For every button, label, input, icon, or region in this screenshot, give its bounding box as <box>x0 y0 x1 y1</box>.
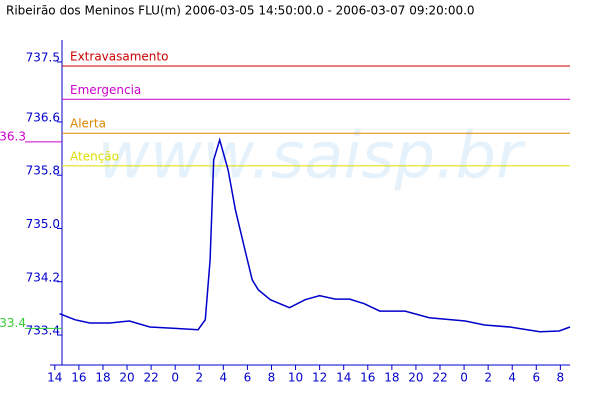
x-tick-label: 16 <box>360 371 375 385</box>
x-tick-label: 0 <box>171 371 179 385</box>
data-line <box>59 137 571 333</box>
x-tick-label: 20 <box>408 371 423 385</box>
threshold-label: Atenção <box>70 149 119 163</box>
x-tick-label: 6 <box>244 371 252 385</box>
x-tick-label: 14 <box>47 371 62 385</box>
chart-title: Ribeirão dos Meninos FLU(m) 2006-03-05 1… <box>6 4 475 18</box>
x-tick-label: 20 <box>119 371 134 385</box>
marker-label: 36.3 <box>0 129 26 143</box>
x-tick-label: 22 <box>432 371 447 385</box>
threshold-label: Extravasamento <box>70 49 168 63</box>
x-tick-label: 14 <box>336 371 351 385</box>
x-tick-label: 18 <box>384 371 399 385</box>
x-tick-label: 16 <box>71 371 86 385</box>
x-tick-label: 12 <box>312 371 327 385</box>
threshold-label: Emergencia <box>70 83 141 97</box>
x-tick-label: 0 <box>460 371 468 385</box>
x-tick-label: 6 <box>532 371 540 385</box>
x-tick-label: 22 <box>143 371 158 385</box>
y-tick-label: 737.5 <box>26 50 60 64</box>
marker-label: 33.4 <box>0 316 26 330</box>
x-tick-label: 8 <box>268 371 276 385</box>
y-tick-label: 735.8 <box>26 164 60 178</box>
x-tick-label: 4 <box>220 371 228 385</box>
y-tick-label: 736.6 <box>26 110 60 124</box>
y-tick-label: 733.4 <box>26 324 60 338</box>
x-tick-label: 10 <box>288 371 303 385</box>
x-tick-label: 2 <box>484 371 492 385</box>
x-tick-label: 8 <box>557 371 565 385</box>
x-tick-label: 18 <box>95 371 110 385</box>
y-tick-label: 734.2 <box>26 270 60 284</box>
y-tick-label: 735.0 <box>26 217 60 231</box>
x-tick-label: 2 <box>195 371 203 385</box>
threshold-label: Alerta <box>70 117 106 131</box>
watermark: www.saisp.br <box>98 120 527 194</box>
x-tick-label: 4 <box>508 371 516 385</box>
